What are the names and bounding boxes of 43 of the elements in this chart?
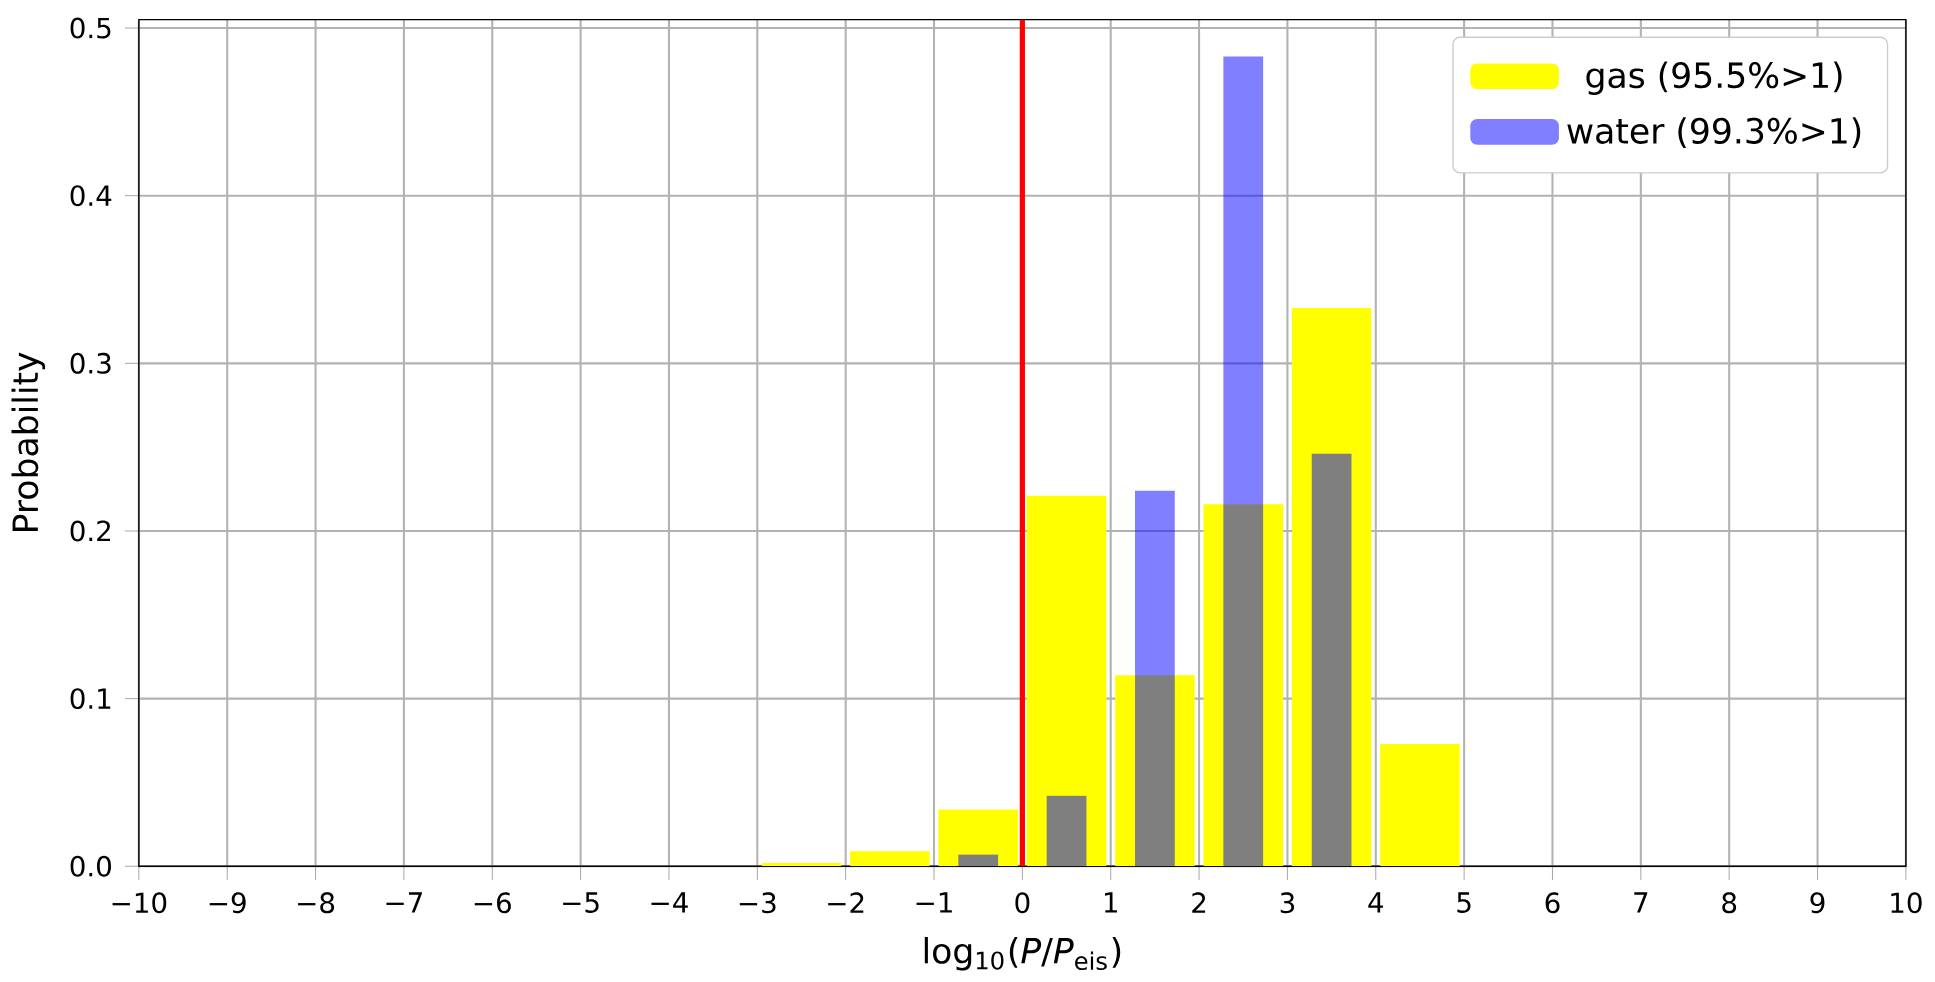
x-tick-label: 9 [1810, 892, 1825, 914]
x-tick-label: −2 [828, 892, 864, 913]
x-tick-label: −4 [651, 892, 688, 913]
bar [1380, 743, 1460, 867]
x-tick-label: 3 [1280, 892, 1295, 914]
x-tick-label: 7 [1634, 892, 1648, 913]
bar [1115, 675, 1195, 867]
legend-label: gas (95.5%>1) [1586, 61, 1842, 95]
bar [958, 854, 999, 867]
x-tick-label: −5 [563, 892, 599, 913]
bar [1046, 795, 1087, 867]
y-tick-label: 0.1 [70, 688, 111, 710]
x-tick-label: −8 [298, 892, 335, 914]
y-tick-label: 0.4 [70, 185, 112, 207]
x-tick-label: −6 [474, 892, 511, 914]
x-tick-label: 8 [1722, 892, 1737, 914]
legend-label: water (99.3%>1) [1567, 117, 1861, 148]
x-tick-label: −10 [112, 892, 167, 914]
y-tick-label: 0.3 [70, 352, 111, 374]
y-axis-title: Probability [11, 352, 46, 531]
x-tick-label: −3 [739, 892, 776, 914]
x-tick-label: 5 [1457, 892, 1471, 913]
bar [1311, 453, 1352, 867]
x-tick-label: 1 [1104, 892, 1117, 913]
bar [850, 851, 930, 867]
bar [1291, 307, 1372, 867]
x-tick-label: 6 [1545, 892, 1560, 914]
x-tick-label: −9 [209, 892, 246, 914]
y-tick-label: 0.0 [70, 855, 111, 877]
bar [1223, 56, 1264, 867]
x-tick-label: 4 [1368, 892, 1384, 913]
bar [938, 809, 1018, 867]
y-tick-label: 0.5 [70, 17, 111, 39]
bar [1135, 490, 1175, 867]
bar [1026, 495, 1107, 867]
x-tick-label: 2 [1192, 892, 1206, 913]
x-axis-title: log$_{10}$(P/P$_{eis}$) [924, 936, 1121, 971]
bar [1203, 504, 1284, 867]
x-tick-label: 10 [1891, 892, 1922, 914]
x-tick-label: −7 [386, 892, 422, 913]
x-tick-label: 0 [1015, 892, 1030, 914]
x-tick-label: −1 [916, 892, 952, 913]
y-tick-label: 0.2 [70, 520, 110, 542]
